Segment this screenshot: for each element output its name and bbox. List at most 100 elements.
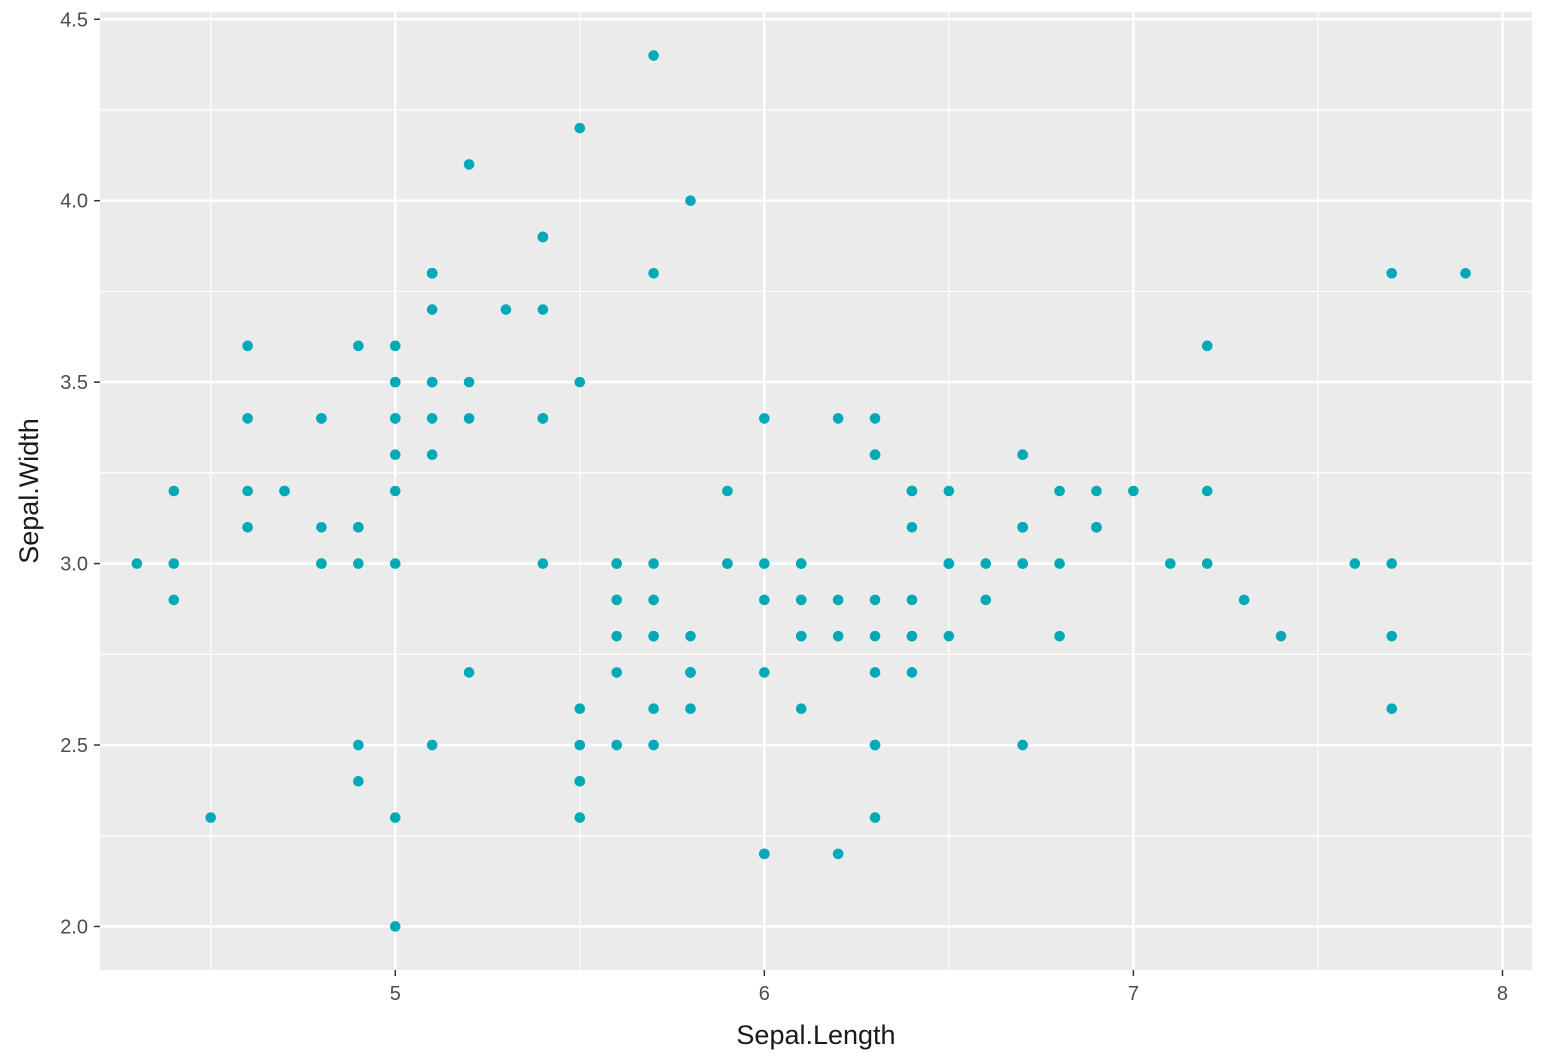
data-point [574,776,586,787]
data-point [389,921,401,932]
data-point [426,304,438,315]
data-point [1017,739,1028,751]
data-point [389,485,401,497]
data-point [426,376,438,388]
data-point [426,413,438,424]
data-point [1201,340,1213,352]
data-point [1386,558,1398,569]
y-axis-title: Sepal.Width [14,418,44,564]
data-point [574,122,586,134]
data-points [131,50,1471,932]
data-point [242,340,253,352]
data-point [316,521,327,533]
data-point [537,413,549,424]
data-point [648,50,659,61]
data-point [389,413,401,424]
y-tick-label: 2.5 [60,735,88,757]
data-point [869,667,881,678]
data-point [1386,703,1398,715]
data-point [168,485,180,497]
data-point [1275,630,1287,642]
data-point [906,630,918,642]
data-point [759,848,770,860]
x-tick-label: 7 [1128,983,1139,1005]
data-point [1091,521,1102,533]
data-point [353,558,364,569]
data-point [131,558,143,569]
data-point [426,739,438,751]
y-tick-label: 4.0 [60,191,88,213]
data-point [1017,449,1028,461]
data-point [611,739,623,751]
plot-panel [100,12,1532,970]
data-point [906,594,918,606]
data-point [168,558,180,569]
data-point [574,376,586,388]
data-point [685,195,696,206]
data-point [1054,558,1065,569]
data-point [537,231,549,243]
data-point [1349,558,1361,569]
data-point [980,594,992,606]
data-point [574,812,586,823]
data-point [832,630,844,642]
x-tick-label: 6 [759,983,770,1005]
data-point [795,594,807,606]
data-point [353,521,364,533]
data-point [463,376,475,388]
data-point [316,413,327,424]
data-point [869,812,881,823]
data-point [869,739,881,751]
data-point [537,304,549,315]
data-point [463,159,475,170]
data-point [832,848,844,860]
data-point [537,558,549,569]
data-point [611,594,623,606]
data-point [168,594,180,606]
data-point [980,558,992,569]
data-point [242,413,253,424]
data-point [1201,485,1213,497]
data-point [648,267,659,279]
data-point [426,267,438,279]
data-point [648,630,659,642]
data-point [389,340,401,352]
data-point [832,594,844,606]
data-point [1054,485,1065,497]
x-tick-label: 8 [1497,983,1508,1005]
data-point [279,485,290,497]
minor-gridlines [100,12,1532,970]
y-tick-label: 4.5 [60,9,88,31]
data-point [242,521,253,533]
data-point [389,812,401,823]
y-tick-label: 3.5 [60,372,88,394]
data-point [389,558,401,569]
data-point [1017,521,1028,533]
data-point [722,485,733,497]
data-point [648,558,659,569]
data-point [759,667,770,678]
data-point [611,667,623,678]
data-point [943,630,955,642]
data-point [500,304,512,315]
data-point [353,739,364,751]
data-point [389,449,401,461]
data-point [795,630,807,642]
data-point [906,521,918,533]
y-tick-label: 2.0 [60,916,88,938]
data-point [574,739,586,751]
data-point [943,485,955,497]
data-point [574,703,586,715]
data-point [795,558,807,569]
data-point [463,413,475,424]
data-point [759,558,770,569]
data-point [1128,485,1139,497]
data-point [869,449,881,461]
data-point [1091,485,1102,497]
data-point [648,739,659,751]
data-point [869,413,881,424]
data-point [1460,267,1471,279]
y-axis-ticks: 2.0 2.5 3.0 3.5 4.0 4.5 [60,9,100,938]
data-point [943,558,955,569]
data-point [1238,594,1250,606]
